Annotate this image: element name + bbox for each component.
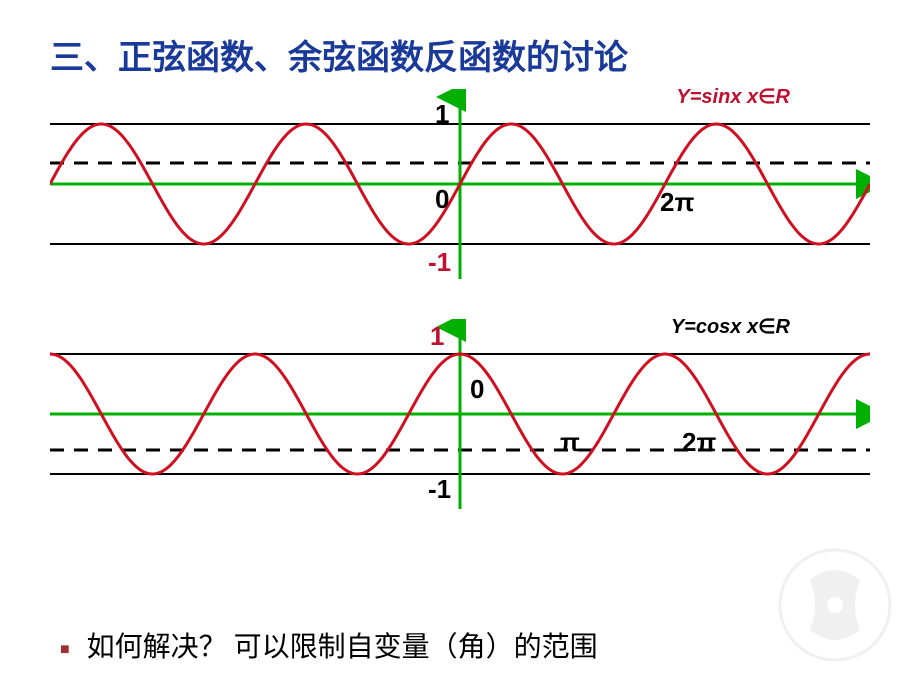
bullet-line: ■ 如何解决？ 可以限制自变量（角）的范围 — [60, 625, 598, 665]
sine-label-zero: 0 — [435, 184, 449, 215]
slide: 三、正弦函数、余弦函数反函数的讨论 Y=sinx x∈R — [0, 0, 920, 690]
watermark-icon — [770, 540, 900, 670]
sine-label-one: 1 — [435, 99, 449, 130]
cosine-plot — [50, 319, 870, 509]
slide-title: 三、正弦函数、余弦函数反函数的讨论 — [50, 30, 870, 79]
bullet-text: 如何解决？ 可以限制自变量（角）的范围 — [87, 632, 598, 663]
cosine-label-one: 1 — [430, 321, 444, 352]
sine-label-two-pi: 2π — [660, 187, 694, 218]
sine-plot — [50, 89, 870, 279]
cosine-label-minus-one: -1 — [428, 474, 451, 505]
sine-function-label: Y=sinx x∈R — [676, 84, 790, 109]
cosine-label-pi: π — [560, 427, 580, 458]
sine-label-minus-one: -1 — [428, 247, 451, 278]
cosine-chart: Y=cosx x∈R 1 0 π 2π - — [50, 319, 870, 539]
cosine-function-label: Y=cosx x∈R — [671, 314, 790, 339]
sine-chart: Y=sinx x∈R 1 0 2π — [50, 89, 870, 309]
cosine-label-two-pi: 2π — [682, 427, 716, 458]
cosine-label-zero: 0 — [470, 374, 484, 405]
bullet-marker-icon: ■ — [60, 641, 70, 658]
